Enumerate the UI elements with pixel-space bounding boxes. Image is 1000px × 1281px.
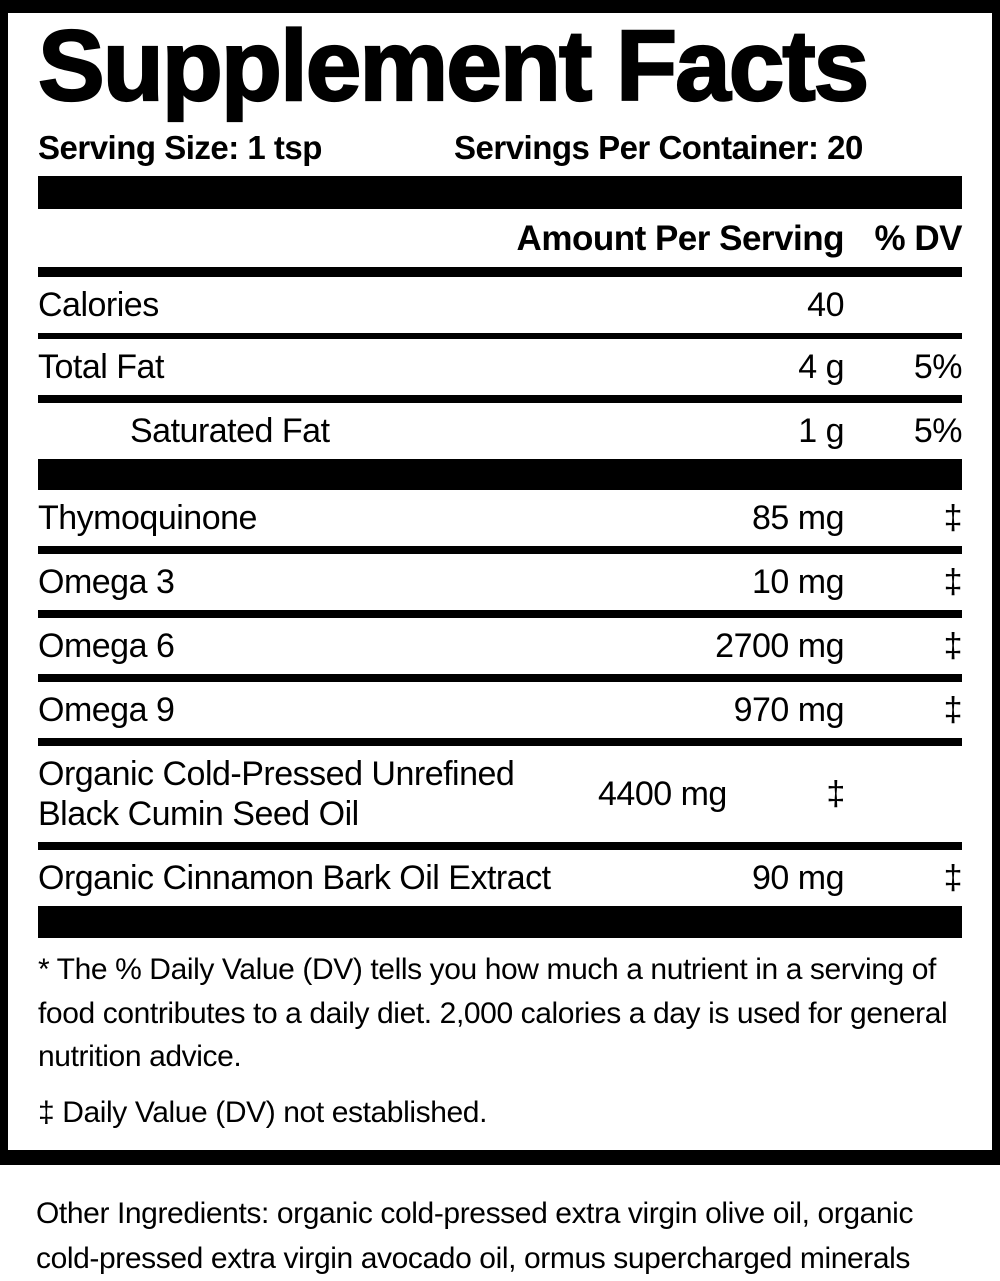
row-divider (38, 674, 962, 682)
serving-size: Serving Size: 1 tsp (38, 129, 322, 166)
nutrient-name: Saturated Fat (130, 412, 330, 450)
panel-title: Supplement Facts (37, 10, 870, 122)
dv-not-established-footnote: ‡ Daily Value (DV) not established. (38, 1095, 488, 1129)
amount-per-serving-header: Amount Per Serving (516, 219, 845, 258)
row-divider (38, 738, 962, 746)
table-row-total-fat: Total Fat 4 g 5% (38, 339, 963, 395)
column-headers: Amount Per Serving % DV (38, 209, 963, 267)
nutrient-amount: 1 g (798, 412, 844, 450)
other-ingredients: Other Ingredients: organic cold-pressed … (36, 1197, 914, 1275)
row-divider (38, 546, 962, 554)
ingredient-amount: 970 mg (733, 691, 845, 729)
thick-divider-bottom (38, 906, 962, 938)
ingredient-amount: 2700 mg (715, 627, 844, 665)
table-row-calories: Calories 40 (38, 277, 962, 333)
ingredient-amount: 85 mg (752, 499, 845, 537)
nutrient-amount: 4 g (798, 348, 844, 386)
ingredient-name: Omega 9 (38, 691, 175, 729)
ingredient-name: Organic Cinnamon Bark Oil Extract (38, 859, 551, 897)
table-row-cinnamon-bark-oil: Organic Cinnamon Bark Oil Extract 90 mg … (38, 850, 963, 906)
percent-dv-header: % DV (874, 219, 963, 258)
serving-info: Serving Size: 1 tsp Servings Per Contain… (38, 128, 962, 168)
ingredient-dv: ‡ (826, 775, 845, 813)
nutrient-name: Calories (38, 286, 159, 324)
nutrient-dv: 5% (913, 348, 963, 386)
table-row-thymoquinone: Thymoquinone 85 mg ‡ (38, 490, 963, 546)
supplement-facts-panel: Supplement Facts Serving Size: 1 tsp Ser… (0, 0, 1000, 1165)
ingredient-amount: 90 mg (752, 859, 845, 897)
ingredient-dv: ‡ (943, 499, 963, 537)
ingredient-amount: 10 mg (752, 563, 845, 601)
row-divider (38, 333, 962, 339)
ingredient-name: Thymoquinone (38, 499, 257, 537)
nutrient-name: Total Fat (38, 348, 164, 386)
table-row-omega-9: Omega 9 970 mg ‡ (38, 682, 963, 738)
nutrient-dv: 5% (913, 412, 963, 450)
row-divider (38, 610, 962, 618)
table-row-saturated-fat: Saturated Fat 1 g 5% (38, 403, 963, 459)
nutrient-amount: 40 (807, 286, 844, 324)
table-row-black-cumin-seed-oil: Organic Cold-Pressed Unrefined Black Cum… (38, 746, 962, 842)
ingredient-dv: ‡ (943, 691, 963, 729)
table-row-omega-6: Omega 6 2700 mg ‡ (38, 618, 963, 674)
ingredient-dv: ‡ (943, 563, 963, 601)
daily-value-footnote: * The % Daily Value (DV) tells you how m… (38, 953, 948, 1073)
row-divider (38, 395, 962, 403)
table-row-omega-3: Omega 3 10 mg ‡ (38, 554, 963, 610)
ingredient-name: Omega 6 (38, 627, 175, 665)
ingredient-dv: ‡ (943, 859, 963, 897)
ingredient-amount: 4400 mg (598, 775, 727, 813)
thick-divider-middle (38, 459, 962, 490)
header-divider (38, 267, 962, 277)
row-divider (38, 842, 962, 850)
servings-per-container: Servings Per Container: 20 (454, 129, 863, 166)
thick-divider-top (38, 176, 962, 209)
ingredient-dv: ‡ (943, 627, 963, 665)
ingredient-name: Omega 3 (38, 563, 175, 601)
ingredient-name: Organic Cold-Pressed Unrefined Black Cum… (38, 755, 515, 833)
